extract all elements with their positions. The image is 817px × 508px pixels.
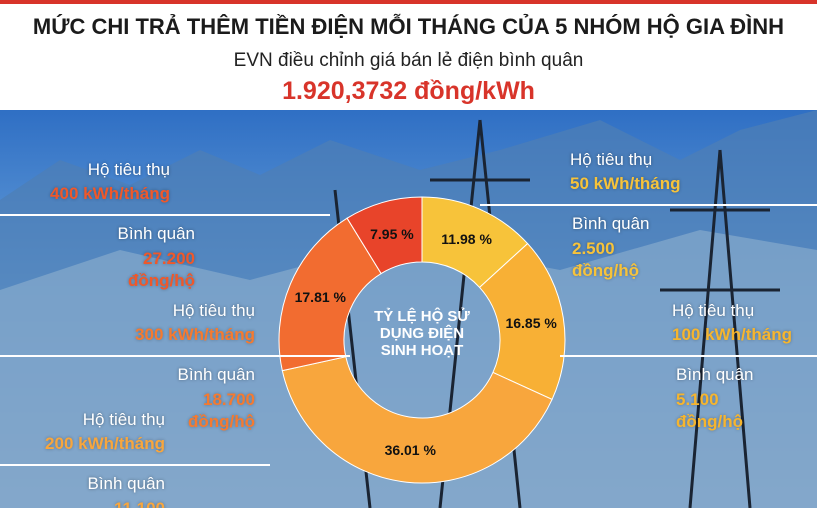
- annotation-label: Bình quân: [177, 365, 255, 384]
- mountains: [0, 230, 817, 508]
- value-label: 17.81 %: [294, 288, 346, 305]
- highlight: 1.920,3732 đồng/kWh: [282, 77, 535, 105]
- annotation-average: 18.700 đồng/hộ: [187, 390, 255, 431]
- annotation-consumption: 300 kWh/tháng: [135, 325, 255, 344]
- annotation-label: Hộ tiêu thụ: [570, 150, 653, 169]
- top-rule: [0, 0, 817, 4]
- annotation-label: Hộ tiêu thụ: [87, 160, 170, 179]
- title: MỨC CHI TRẢ THÊM TIỀN ĐIỆN MỖI THÁNG CỦA…: [32, 14, 785, 39]
- value-label: 11.98 %: [441, 230, 492, 247]
- annotation-consumption: 100 kWh/tháng: [672, 325, 792, 344]
- annotation-average: 27.200 đồng/hộ: [127, 249, 195, 290]
- donut-segment: [281, 356, 553, 484]
- annotation-average: 5.100 đồng/hộ: [676, 390, 744, 431]
- annotation-label: Bình quân: [676, 365, 754, 384]
- donut-segment: [346, 196, 423, 275]
- annotation-label: Hộ tiêu thụ: [672, 301, 755, 320]
- annotation-consumption: 400 kWh/tháng: [50, 184, 170, 203]
- annotation-label: Hộ tiêu thụ: [172, 301, 255, 320]
- annotation-consumption: 50 kWh/tháng: [570, 174, 681, 193]
- subtitle: EVN điều chỉnh giá bán lẻ điện bình quân: [233, 50, 584, 71]
- annotation-label: Bình quân: [87, 474, 165, 493]
- center-label: TỶ LỆ HỘ SỬ DỤNG ĐIỆN SINH HOẠT: [374, 308, 470, 359]
- annotation-average: 11.100: [75, 498, 165, 508]
- annotation-consumption: 200 kWh/tháng: [45, 434, 165, 453]
- value-label: 16.85 %: [505, 314, 557, 331]
- annotation-label: Hộ tiêu thụ: [82, 410, 165, 429]
- value-label: 36.01 %: [384, 441, 436, 458]
- annotation-label: Bình quân: [572, 214, 650, 233]
- value-label: 7.95 %: [370, 225, 414, 242]
- annotation-label: Bình quân: [117, 224, 195, 243]
- annotation-average: 2.500 đồng/hộ: [572, 239, 640, 280]
